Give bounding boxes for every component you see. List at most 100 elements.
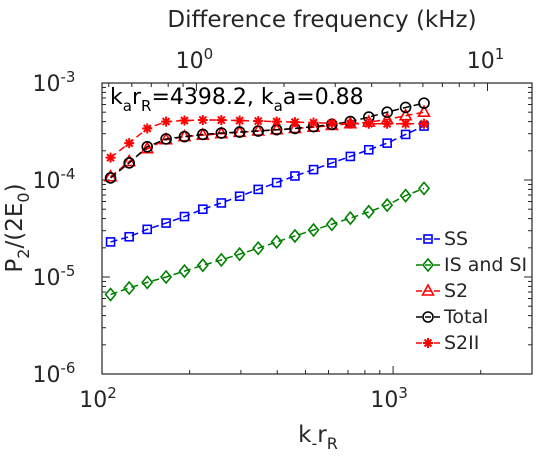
data-point [142,224,153,235]
data-point [252,240,265,256]
data-point [178,263,191,279]
data-point [417,104,431,117]
legend-marker [423,338,433,348]
parameter-annotation: karR=4398.2, kaa=0.88 [110,85,364,115]
legend-marker [421,257,435,273]
data-point [345,151,356,162]
data-point [124,231,134,242]
legend: SS IS and SI S2 Total S2II [416,228,527,354]
data-point [104,287,117,302]
legend-item: S2II [416,332,479,354]
data-point [400,129,411,140]
data-point [161,218,171,228]
x-axis-title: k-rR [298,422,338,453]
data-point [419,118,430,129]
data-point [399,188,412,203]
data-point [215,252,228,268]
series-line [110,119,425,159]
data-point [308,117,319,128]
top-tick-label: 101 [467,45,505,74]
y-tick-label: 10-6 [33,359,76,388]
legend-label: SS [444,228,468,250]
data-point [142,123,153,134]
series-line [110,125,425,243]
data-point [363,118,374,129]
y-tick-label: 10-4 [33,165,76,194]
y-tick-label: 10-3 [33,68,76,97]
data-point [307,222,320,238]
data-point [327,158,337,168]
data-point [161,116,172,127]
series-s2ii [105,115,430,163]
y-tick-label: 10-5 [33,262,76,291]
data-point [216,115,227,126]
data-point [399,101,412,114]
data-point [197,128,209,141]
legend-label: S2 [444,280,468,302]
data-point [290,171,300,181]
legend-item: IS and SI [416,254,527,276]
data-point [233,126,246,138]
data-point [381,106,393,118]
data-point [178,130,191,143]
data-point [160,133,172,145]
data-point [345,118,356,129]
data-point [325,216,338,232]
data-point [269,122,284,135]
data-point [140,141,155,154]
data-point [179,211,190,222]
data-point [141,275,154,290]
legend-label: S2II [444,332,479,354]
data-point [251,123,266,136]
data-point [253,116,264,127]
series-is-and-si [104,181,431,302]
data-point [216,198,227,208]
data-point [197,115,208,126]
data-point [105,237,116,247]
data-point [362,204,375,220]
data-point [326,118,337,129]
data-point [160,269,173,285]
top-axis-title: Difference frequency (kHz) [167,7,476,33]
data-point [179,115,190,126]
data-point [253,184,263,195]
data-point [382,138,392,148]
x-tick-label: 103 [370,384,408,413]
data-point [123,157,135,169]
top-tick-label: 100 [176,45,214,74]
data-point [271,116,282,127]
series-layer [103,97,431,302]
data-point [233,246,246,262]
data-point [196,258,209,273]
data-point [363,144,374,155]
legend-marker [422,311,434,323]
legend-item: Total [416,306,488,328]
legend-label: IS and SI [444,254,527,276]
y-axis-title: P2/(2E0) [2,183,33,272]
axis-labels: 102 103 10-6 10-5 10-4 10-3 100 101 Difference f… [2,7,504,453]
data-point [289,117,300,128]
data-point [124,138,135,149]
x-tick-label: 102 [79,384,117,413]
data-point [105,152,116,163]
data-point [270,234,283,250]
data-point [288,228,301,244]
data-point [198,204,208,214]
data-point [417,181,431,196]
data-point [215,127,228,139]
data-point [418,97,430,109]
data-point [382,118,393,129]
data-point [234,115,245,126]
data-point [308,164,319,175]
data-point [271,177,282,188]
data-point [381,197,394,213]
data-point [344,210,357,226]
data-point [141,140,154,153]
data-point [400,118,411,129]
data-point [104,172,117,184]
legend-marker [421,283,435,296]
axis-ticks [101,82,533,375]
legend-label: Total [443,306,488,328]
legend-marker [423,234,433,244]
